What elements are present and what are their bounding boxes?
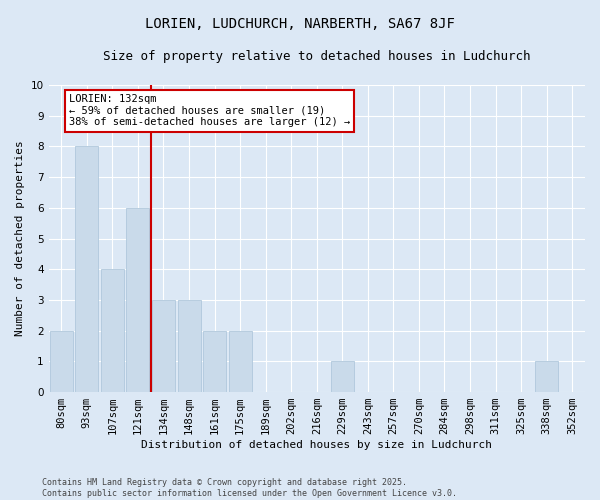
Bar (229, 330, 251, 392)
Bar (331, 362, 354, 392)
X-axis label: Distribution of detached houses by size in Ludchurch: Distribution of detached houses by size … (141, 440, 492, 450)
Bar (101, 269, 124, 392)
Title: Size of property relative to detached houses in Ludchurch: Size of property relative to detached ho… (103, 50, 530, 63)
Bar (203, 330, 226, 392)
Text: LORIEN: 132sqm
← 59% of detached houses are smaller (19)
38% of semi-detached ho: LORIEN: 132sqm ← 59% of detached houses … (69, 94, 350, 128)
Bar (535, 362, 558, 392)
Bar (76, 146, 98, 392)
Bar (178, 300, 200, 392)
Y-axis label: Number of detached properties: Number of detached properties (15, 140, 25, 336)
Bar (152, 300, 175, 392)
Bar (50, 330, 73, 392)
Text: Contains HM Land Registry data © Crown copyright and database right 2025.
Contai: Contains HM Land Registry data © Crown c… (42, 478, 457, 498)
Text: LORIEN, LUDCHURCH, NARBERTH, SA67 8JF: LORIEN, LUDCHURCH, NARBERTH, SA67 8JF (145, 18, 455, 32)
Bar (127, 208, 149, 392)
